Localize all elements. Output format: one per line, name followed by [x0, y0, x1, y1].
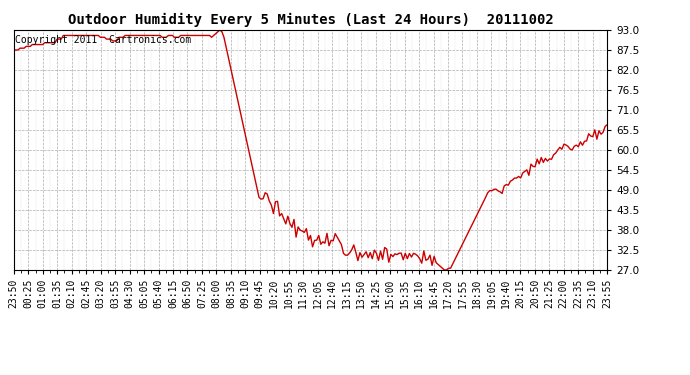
Text: Copyright 2011  Cartronics.com: Copyright 2011 Cartronics.com [15, 35, 191, 45]
Title: Outdoor Humidity Every 5 Minutes (Last 24 Hours)  20111002: Outdoor Humidity Every 5 Minutes (Last 2… [68, 13, 553, 27]
